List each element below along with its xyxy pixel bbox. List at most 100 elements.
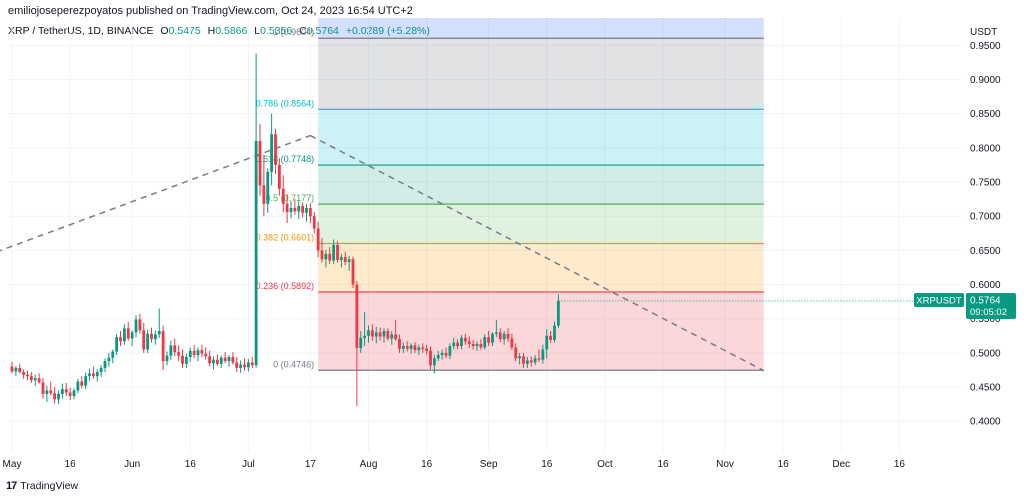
candle-body bbox=[266, 171, 270, 204]
candle-body bbox=[491, 333, 494, 343]
candle-body bbox=[227, 356, 231, 362]
candle-body bbox=[394, 334, 398, 340]
candle-body bbox=[29, 376, 33, 381]
candle-body bbox=[328, 253, 332, 261]
candle-body bbox=[57, 393, 60, 400]
candle-body bbox=[382, 331, 386, 337]
candle-body bbox=[518, 356, 522, 359]
candle-body bbox=[169, 345, 173, 356]
x-tick-label: Oct bbox=[597, 459, 613, 470]
candle-body bbox=[196, 350, 200, 355]
x-tick-label: 16 bbox=[185, 459, 197, 470]
candle-body bbox=[533, 358, 537, 363]
candle-body bbox=[45, 390, 49, 394]
x-tick-label: 16 bbox=[894, 459, 906, 470]
candle-body bbox=[208, 356, 212, 364]
candle-body bbox=[235, 362, 239, 368]
candle-body bbox=[111, 351, 115, 358]
candle-body bbox=[153, 334, 157, 340]
fib-zone bbox=[318, 204, 764, 244]
currency-label[interactable]: USDT bbox=[970, 27, 998, 38]
y-tick-label: 0.4000 bbox=[970, 417, 1001, 428]
candle-body bbox=[274, 134, 277, 165]
y-tick-label: 0.8500 bbox=[970, 109, 1001, 120]
fib-zone bbox=[318, 38, 764, 110]
candle-body bbox=[68, 392, 72, 396]
candle-body bbox=[301, 205, 305, 213]
candle-body bbox=[122, 328, 126, 342]
y-tick-label: 0.8000 bbox=[970, 143, 1001, 154]
price-tag-symbol-box bbox=[914, 292, 964, 307]
candle-body bbox=[130, 332, 134, 339]
candle-body bbox=[463, 337, 467, 342]
candle-body bbox=[181, 355, 184, 364]
y-tick-label: 0.5500 bbox=[970, 314, 1001, 325]
candle-body bbox=[487, 337, 491, 343]
candle-body bbox=[281, 188, 285, 204]
y-tick-label: 0.7000 bbox=[970, 212, 1001, 223]
x-tick-label: Dec bbox=[832, 459, 850, 470]
candle-body bbox=[556, 300, 560, 326]
candle-body bbox=[26, 374, 29, 377]
x-tick-label: 16 bbox=[778, 459, 790, 470]
fib-level-label: 0.786 (0.8564) bbox=[256, 98, 315, 108]
candle-body bbox=[363, 335, 367, 338]
candle-body bbox=[293, 208, 297, 212]
candle-body bbox=[64, 389, 68, 393]
tradingview-logo-icon: 17 bbox=[6, 480, 17, 492]
candle-body bbox=[99, 367, 103, 373]
candle-body bbox=[436, 354, 440, 359]
symbol-header: XRP / TetherUS, 1D, BINANCE O0.5475 H0.5… bbox=[8, 25, 430, 37]
candle-body bbox=[456, 342, 460, 347]
candle-body bbox=[22, 372, 26, 375]
candle-body bbox=[134, 319, 138, 333]
close-label: C bbox=[299, 25, 307, 37]
candle-body bbox=[41, 382, 45, 394]
candle-body bbox=[250, 362, 254, 366]
candle-body bbox=[138, 319, 142, 331]
candle-body bbox=[14, 367, 18, 372]
candle-body bbox=[72, 390, 76, 396]
fib-zone bbox=[318, 291, 764, 371]
candle-body bbox=[200, 350, 204, 354]
candle-body bbox=[277, 164, 281, 189]
symbol-title[interactable]: XRP / TetherUS, 1D, BINANCE bbox=[8, 25, 154, 37]
candle-body bbox=[549, 335, 553, 340]
candle-body bbox=[471, 344, 475, 347]
candle-body bbox=[10, 366, 14, 372]
candle-body bbox=[308, 208, 312, 217]
candle-body bbox=[146, 333, 150, 350]
candle-body bbox=[324, 253, 328, 260]
price-tag-box bbox=[966, 292, 1016, 319]
candle-body bbox=[204, 353, 208, 357]
y-tick-label: 0.6500 bbox=[970, 246, 1001, 257]
candle-body bbox=[409, 345, 413, 349]
candle-body bbox=[522, 356, 525, 364]
candle-body bbox=[367, 330, 370, 336]
candle-body bbox=[37, 378, 41, 383]
fib-level-label: 0.236 (0.5892) bbox=[256, 281, 315, 291]
candle-body bbox=[525, 360, 529, 364]
candle-body bbox=[502, 333, 506, 340]
candle-body bbox=[475, 344, 479, 347]
x-tick-label: Jun bbox=[124, 459, 140, 470]
x-tick-label: 16 bbox=[421, 459, 433, 470]
footer-brand[interactable]: 17 TradingView bbox=[6, 480, 78, 492]
candle-body bbox=[297, 205, 301, 212]
candle-body bbox=[332, 244, 336, 261]
candle-body bbox=[460, 337, 463, 347]
candle-body bbox=[184, 356, 188, 364]
candle-body bbox=[192, 350, 196, 355]
candle-body bbox=[425, 348, 429, 351]
candle-body bbox=[370, 330, 374, 337]
candle-body bbox=[76, 381, 80, 391]
candle-body bbox=[305, 208, 308, 213]
candle-body bbox=[510, 338, 514, 348]
candle-body bbox=[219, 357, 223, 364]
candle-body bbox=[529, 360, 533, 363]
candle-body bbox=[289, 208, 293, 213]
candle-body bbox=[142, 330, 146, 350]
candle-body bbox=[258, 141, 262, 186]
candle-body bbox=[355, 284, 359, 349]
